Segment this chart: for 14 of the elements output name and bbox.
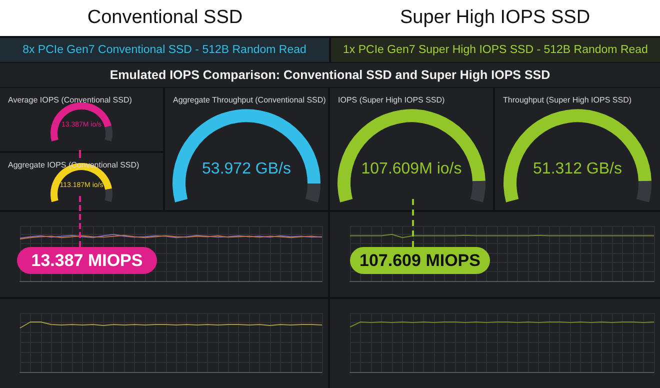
text: 107.609M io/s	[361, 160, 462, 178]
text: Conventional SSD	[0, 0, 330, 36]
text: 53.972 GB/s	[202, 160, 291, 178]
annotation: 107.609 MIOPS	[350, 247, 490, 274]
text: 1x PCIe Gen7 Super High IOPS SSD - 512B Random Read	[331, 38, 660, 62]
text: Super High IOPS SSD	[330, 0, 660, 36]
chart-title: Throughput (Super High IOPS SSD)	[503, 96, 632, 104]
chart-title: Aggregate Throughput (Conventional SSD)	[173, 96, 326, 104]
text: 8x PCIe Gen7 Conventional SSD - 512B Random Read	[0, 38, 329, 62]
annotation: 13.387 MIOPS	[17, 247, 157, 274]
chart-title: IOPS (Super High IOPS SSD)	[338, 96, 446, 104]
text: 51.312 GB/s	[533, 160, 622, 178]
chart-title: Average IOPS (Conventional SSD)	[8, 96, 132, 104]
text: Emulated IOPS Comparison: Conventional SSD and Super High IOPS SSD	[0, 63, 660, 87]
